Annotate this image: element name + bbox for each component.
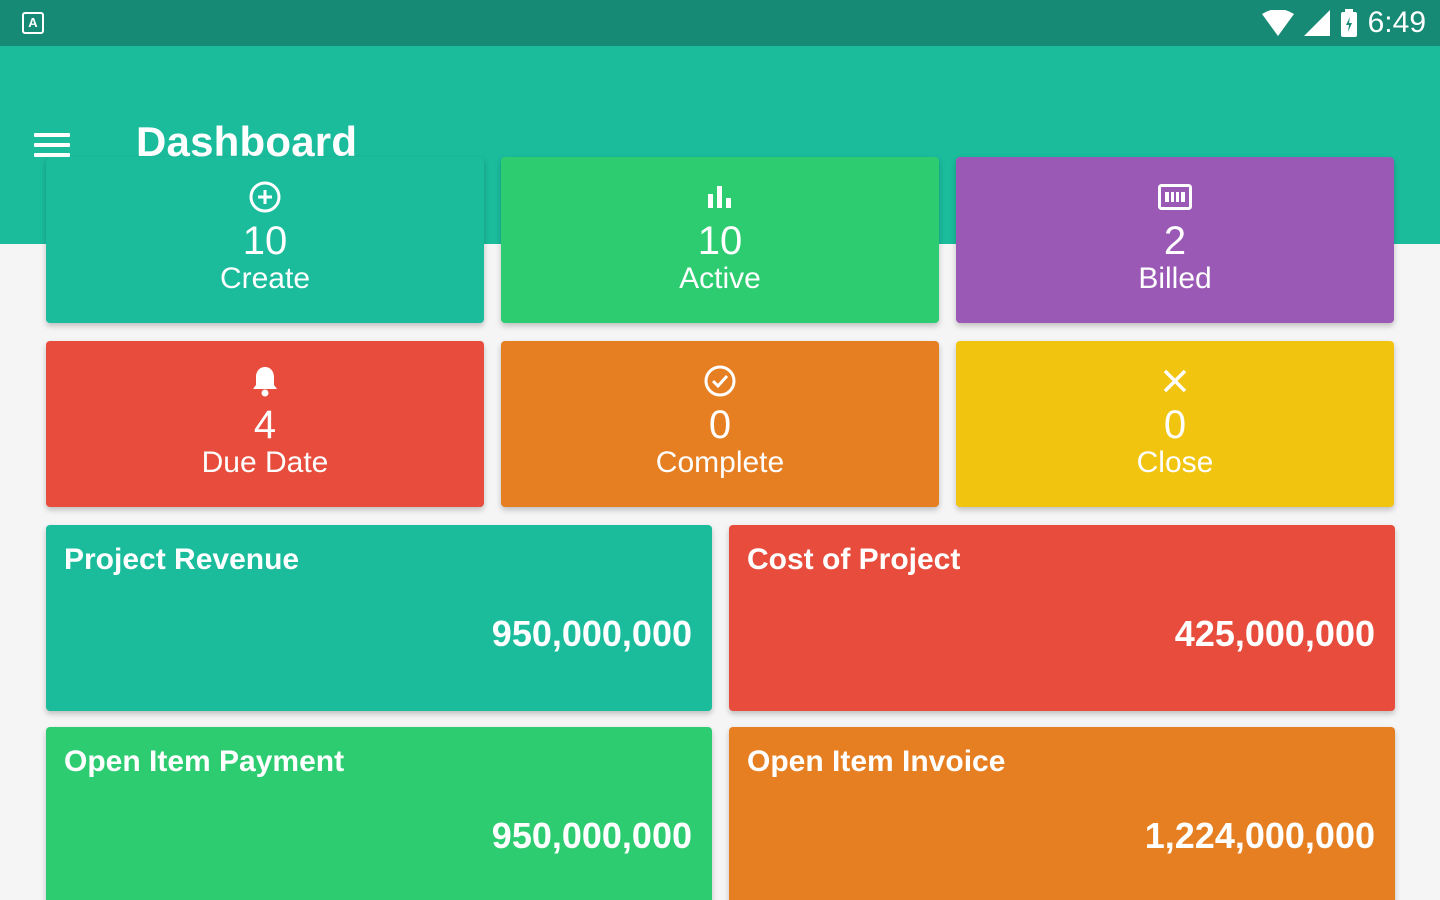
bar-chart-icon	[702, 179, 738, 215]
hamburger-menu-icon[interactable]	[34, 133, 72, 159]
tile-value: 10	[697, 219, 743, 263]
tile-complete[interactable]: 0 Complete	[501, 341, 939, 507]
tile-label: Billed	[1138, 262, 1212, 295]
notification-app-icon: A	[22, 12, 44, 34]
summary-title: Open Item Payment	[64, 745, 345, 778]
status-icons: 6:49	[1261, 6, 1426, 40]
summary-value: 1,224,000,000	[1144, 815, 1375, 856]
summary-card-project-revenue[interactable]: Project Revenue 950,000,000	[46, 525, 712, 711]
summary-value: 950,000,000	[491, 815, 692, 856]
summary-title: Cost of Project	[747, 543, 961, 576]
tile-value: 4	[253, 403, 277, 447]
tile-label: Complete	[655, 446, 785, 479]
summary-title: Open Item Invoice	[747, 745, 1006, 778]
signal-icon	[1303, 10, 1330, 36]
wifi-icon	[1261, 10, 1294, 36]
tile-billed[interactable]: 2 Billed	[956, 157, 1394, 323]
tile-value: 0	[708, 403, 732, 447]
tile-close[interactable]: 0 Close	[956, 341, 1394, 507]
battery-icon	[1340, 9, 1357, 37]
tile-label: Active	[679, 262, 761, 295]
bell-icon	[247, 363, 283, 399]
tile-label: Close	[1136, 446, 1214, 479]
check-circle-icon	[702, 363, 738, 399]
add-circle-icon	[247, 179, 283, 215]
summary-card-cost-of-project[interactable]: Cost of Project 425,000,000	[729, 525, 1395, 711]
tile-value: 10	[242, 219, 288, 263]
tile-active[interactable]: 10 Active	[501, 157, 939, 323]
summary-title: Project Revenue	[64, 543, 300, 576]
close-icon	[1157, 363, 1193, 399]
billing-icon	[1157, 179, 1193, 215]
summary-card-open-item-invoice[interactable]: Open Item Invoice 1,224,000,000	[729, 727, 1395, 900]
status-time: 6:49	[1367, 6, 1426, 39]
status-bar: A 6:49	[0, 0, 1440, 46]
tile-create[interactable]: 10 Create	[46, 157, 484, 323]
tile-label: Due Date	[201, 446, 329, 479]
summary-value: 425,000,000	[1174, 613, 1375, 654]
tile-due-date[interactable]: 4 Due Date	[46, 341, 484, 507]
summary-card-open-item-payment[interactable]: Open Item Payment 950,000,000	[46, 727, 712, 900]
summary-value: 950,000,000	[491, 613, 692, 654]
tile-value: 0	[1163, 403, 1187, 447]
tile-label: Create	[219, 262, 311, 295]
tile-value: 2	[1163, 219, 1187, 263]
